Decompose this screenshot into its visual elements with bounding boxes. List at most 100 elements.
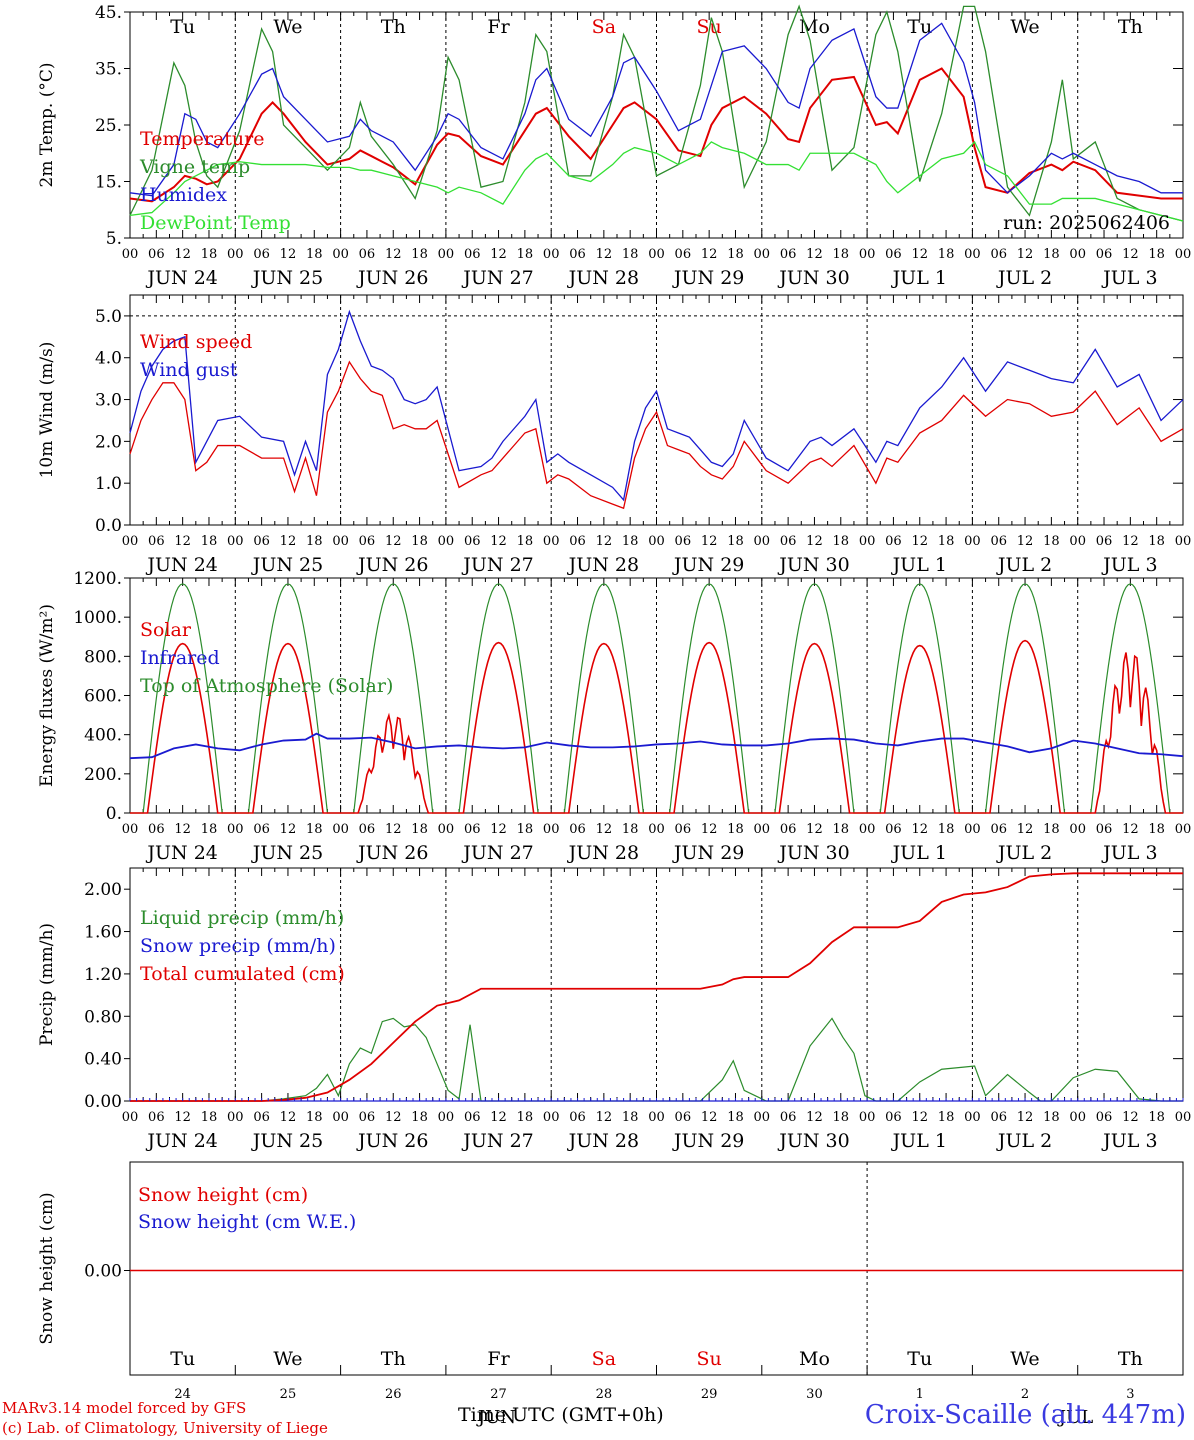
hour-tick-label: 18 (306, 534, 323, 549)
day-label: JUN 29 (672, 267, 744, 289)
hour-tick-label: 06 (148, 822, 165, 837)
day-label: JUN 29 (672, 554, 744, 576)
hour-tick-label: 12 (385, 247, 402, 262)
hour-tick-label: 00 (543, 822, 560, 837)
y-tick-label: 0.00 (84, 1262, 122, 1282)
hour-tick-label: 06 (569, 247, 586, 262)
hour-tick-label: 12 (1017, 1110, 1034, 1125)
hour-tick-label: 00 (859, 1110, 876, 1125)
y-tick-label: 1.0 (95, 474, 122, 494)
hour-tick-label: 12 (280, 822, 297, 837)
day-label: JUN 26 (356, 554, 428, 576)
hour-tick-label: 06 (885, 1110, 902, 1125)
hour-tick-label: 18 (1043, 1110, 1060, 1125)
y-tick-label: 15. (95, 173, 122, 193)
weekday-label-bottom: We (273, 1348, 302, 1370)
hour-tick-label: 12 (1017, 534, 1034, 549)
hour-tick-label: 06 (1096, 1110, 1113, 1125)
series-solar (130, 639, 1183, 814)
y-axis-label: 10m Wind (m/s) (37, 342, 57, 479)
hour-tick-label: 00 (648, 1110, 665, 1125)
day-label: JUN 24 (145, 1130, 217, 1152)
y-tick-label: 5. (106, 229, 122, 249)
legend-snow-1: Snow height (cm W.E.) (138, 1211, 356, 1233)
hour-tick-label: 00 (859, 822, 876, 837)
hour-tick-label: 00 (964, 247, 981, 262)
hour-tick-label: 00 (227, 1110, 244, 1125)
weekday-label: Th (381, 16, 406, 38)
day-label: JUN 27 (461, 554, 533, 576)
hour-tick-label: 12 (385, 822, 402, 837)
y-tick-label: 2.0 (95, 432, 122, 452)
hour-tick-label: 00 (1069, 534, 1086, 549)
hour-tick-label: 00 (964, 822, 981, 837)
day-label: JUN 26 (356, 267, 428, 289)
hour-tick-label: 18 (1043, 822, 1060, 837)
legend-wind-speed: Wind speed (140, 331, 252, 353)
footer-credits: MARv3.14 model forced by GFS (c) Lab. of… (2, 1398, 328, 1438)
hour-tick-label: 06 (675, 1110, 692, 1125)
hour-tick-label: 18 (833, 1110, 850, 1125)
weekday-label-bottom: Mo (799, 1348, 830, 1370)
hour-tick-label: 00 (1069, 822, 1086, 837)
weekday-label-bottom: We (1010, 1348, 1039, 1370)
hour-tick-label: 06 (885, 822, 902, 837)
day-label: JUN 28 (567, 842, 639, 864)
hour-tick-label: 18 (622, 247, 639, 262)
hour-tick-label: 18 (833, 247, 850, 262)
y-axis-label: 2m Temp. (°C) (37, 62, 57, 187)
weekday-label: Sa (592, 16, 616, 38)
hour-tick-label: 18 (622, 822, 639, 837)
hour-tick-label: 00 (227, 247, 244, 262)
weekday-label: Th (1118, 16, 1143, 38)
legend-wind-gust: Wind gust (140, 359, 238, 381)
y-axis-label: Precip (mm/h) (37, 923, 57, 1046)
day-number: 26 (385, 1387, 402, 1402)
hour-tick-label: 06 (569, 534, 586, 549)
y-tick-label: 600. (84, 687, 122, 707)
weekday-label: Mo (799, 16, 830, 38)
hour-tick-label: 12 (280, 534, 297, 549)
hour-tick-label: 00 (859, 534, 876, 549)
day-label: JUN 28 (567, 1130, 639, 1152)
hour-tick-label: 18 (517, 247, 534, 262)
hour-tick-label: 00 (1069, 247, 1086, 262)
hour-tick-label: 12 (1017, 822, 1034, 837)
y-tick-label: 200. (84, 765, 122, 785)
hour-tick-label: 00 (332, 534, 349, 549)
day-label: JUL 3 (1101, 842, 1157, 864)
day-label: JUN 30 (777, 842, 849, 864)
y-tick-label: 25. (95, 116, 122, 136)
hour-tick-label: 12 (174, 822, 191, 837)
day-label: JUL 2 (996, 842, 1052, 864)
day-number: 2 (1021, 1387, 1029, 1402)
hour-tick-label: 00 (332, 1110, 349, 1125)
hour-tick-label: 06 (464, 822, 481, 837)
hour-tick-label: 12 (280, 1110, 297, 1125)
series-wind-speed (129, 360, 1184, 510)
hour-tick-label: 12 (596, 1110, 613, 1125)
hour-tick-label: 00 (754, 534, 771, 549)
day-label: JUN 29 (672, 1130, 744, 1152)
hour-tick-label: 06 (569, 822, 586, 837)
y-tick-label: 4.0 (95, 349, 122, 369)
day-label: JUN 30 (777, 1130, 849, 1152)
hour-tick-label: 06 (359, 822, 376, 837)
day-label: JUN 27 (461, 267, 533, 289)
day-number: 1 (916, 1387, 924, 1402)
weekday-label-bottom: Tu (170, 1348, 195, 1370)
hour-tick-label: 18 (1148, 822, 1165, 837)
day-label: JUN 25 (251, 554, 323, 576)
hour-tick-label: 18 (938, 534, 955, 549)
day-label: JUN 24 (145, 267, 217, 289)
y-tick-label: 0.00 (84, 1092, 122, 1112)
hour-tick-label: 00 (227, 822, 244, 837)
day-number: 29 (701, 1387, 718, 1402)
day-label: JUN 26 (356, 1130, 428, 1152)
hour-tick-label: 06 (569, 1110, 586, 1125)
hour-tick-label: 06 (148, 1110, 165, 1125)
hour-tick-label: 06 (359, 534, 376, 549)
hour-tick-label: 00 (438, 247, 455, 262)
day-label: JUN 27 (461, 842, 533, 864)
hour-tick-label: 06 (990, 247, 1007, 262)
